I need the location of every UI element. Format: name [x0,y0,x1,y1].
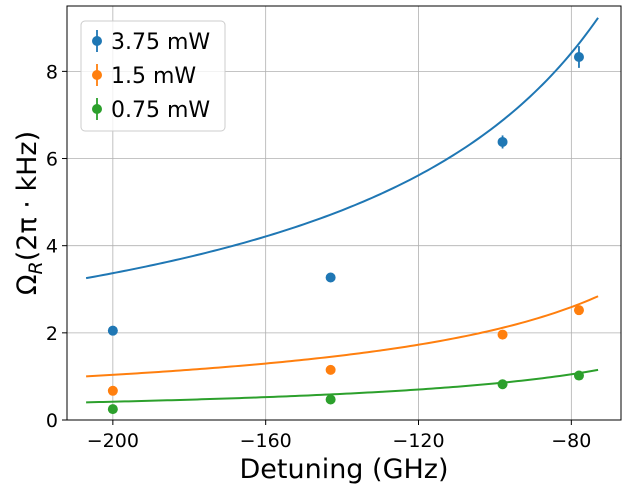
legend: 3.75 mW 1.5 mW 0.75 mW [80,20,226,132]
y-tick-label: 4 [46,236,58,258]
legend-label: 0.75 mW [111,98,210,123]
fit-curve [85,17,599,280]
data-point [325,364,336,375]
y-tick-label: 6 [46,149,58,171]
y-axis-label-units: (2π · kHz) [12,131,43,261]
x-tick-label: −160 [240,430,292,452]
x-tick-label: −200 [87,430,139,452]
data-point [573,305,584,316]
legend-marker [92,70,102,80]
fit-curve [86,368,599,404]
x-axis-label: Detuning (GHz) [239,454,448,485]
data-point [325,394,336,405]
legend-marker [92,104,102,114]
data-point [107,404,118,415]
legend-label: 3.75 mW [111,30,210,55]
data-point [325,272,336,283]
data-point [497,136,508,147]
data-point [497,379,508,390]
x-tick-label: −120 [392,430,444,452]
axis-ticks: −200 −160 −120 −80 0 2 4 6 8 [46,61,591,452]
legend-box [80,20,226,132]
x-tick-label: −80 [551,430,591,452]
plot-frame [66,5,622,421]
y-axis-label-subscript: R [25,261,47,274]
y-tick-label: 8 [46,61,58,83]
data-points [107,46,584,415]
y-tick-label: 2 [46,323,58,345]
legend-label: 1.5 mW [111,64,196,89]
fit-curves [85,17,599,404]
y-tick-label: 0 [46,410,58,432]
y-axis-label: ΩR(2π · kHz) [12,131,47,295]
data-point [573,370,584,381]
data-point [107,325,118,336]
y-axis-label-symbol: Ω [12,274,43,295]
data-point [497,329,508,340]
legend-marker [92,36,102,46]
fit-curve [86,295,599,378]
data-point [107,385,118,396]
data-point [573,51,584,62]
